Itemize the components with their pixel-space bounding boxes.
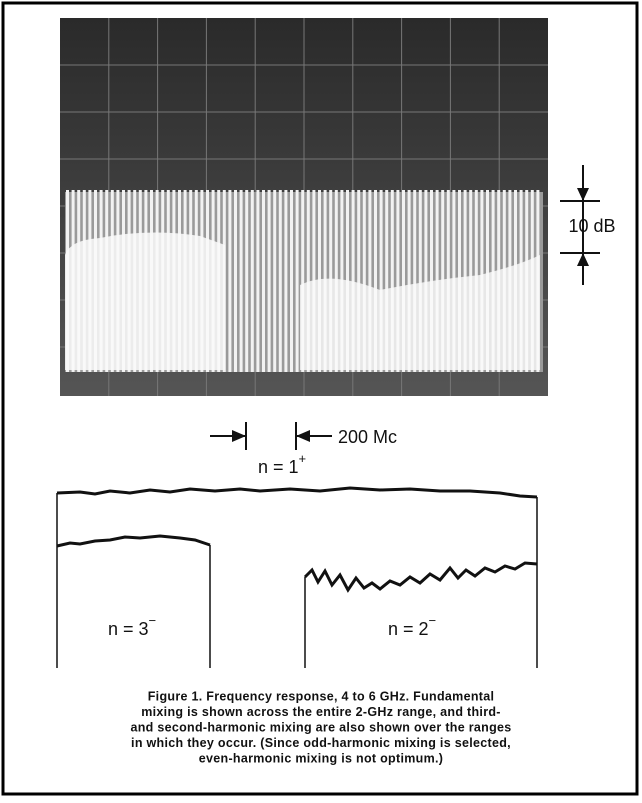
trace-line	[368, 190, 372, 372]
trace-line	[402, 190, 405, 372]
trace-blob	[65, 232, 225, 370]
trace-line	[306, 190, 310, 372]
trace-blob	[300, 255, 540, 370]
trace-line	[234, 190, 237, 372]
trace-line	[390, 190, 394, 372]
trace-line	[290, 190, 293, 372]
trace-line	[413, 190, 417, 372]
trace-line	[301, 190, 305, 372]
curve-label: n = 1+	[258, 451, 306, 476]
trace-line	[385, 190, 389, 372]
curve-label: n = 2−	[388, 613, 436, 638]
scale-label: 10 dB	[568, 216, 615, 236]
trace-line	[396, 190, 400, 372]
trace-line	[284, 190, 288, 372]
trace-line	[278, 190, 282, 372]
trace-line	[239, 190, 243, 372]
trace-line	[262, 190, 265, 372]
trace-line	[418, 190, 422, 372]
trace-line	[250, 190, 254, 372]
trace-line	[424, 190, 428, 372]
trace-line	[228, 190, 232, 372]
trace-line	[273, 190, 277, 372]
freq-label: 200 Mc	[338, 427, 397, 447]
trace-line	[362, 190, 366, 372]
trace-line	[357, 190, 361, 372]
trace-line	[407, 190, 411, 372]
caption: Figure 1. Frequency response, 4 to 6 GHz…	[130, 689, 511, 765]
caption-line: even-harmonic mixing is not optimum.)	[199, 751, 443, 765]
trace-line	[374, 190, 377, 372]
scale-marker	[560, 165, 600, 285]
response-diagram	[56, 486, 538, 668]
caption-line: in which they occur. (Since odd-harmonic…	[131, 736, 511, 750]
trace-line	[379, 190, 383, 372]
trace-line	[351, 190, 355, 372]
caption-line: Figure 1. Frequency response, 4 to 6 GHz…	[148, 689, 495, 703]
trace-line	[256, 190, 260, 372]
trace-line	[430, 190, 433, 372]
trace-line	[245, 190, 249, 372]
oscilloscope-photo	[60, 18, 548, 396]
caption-line: mixing is shown across the entire 2-GHz …	[141, 705, 501, 719]
caption-line: and second-harmonic mixing are also show…	[130, 720, 511, 734]
trace-line	[295, 190, 299, 372]
curve-label: n = 3−	[108, 613, 156, 638]
trace-line	[267, 190, 271, 372]
freq-marker	[210, 422, 332, 450]
